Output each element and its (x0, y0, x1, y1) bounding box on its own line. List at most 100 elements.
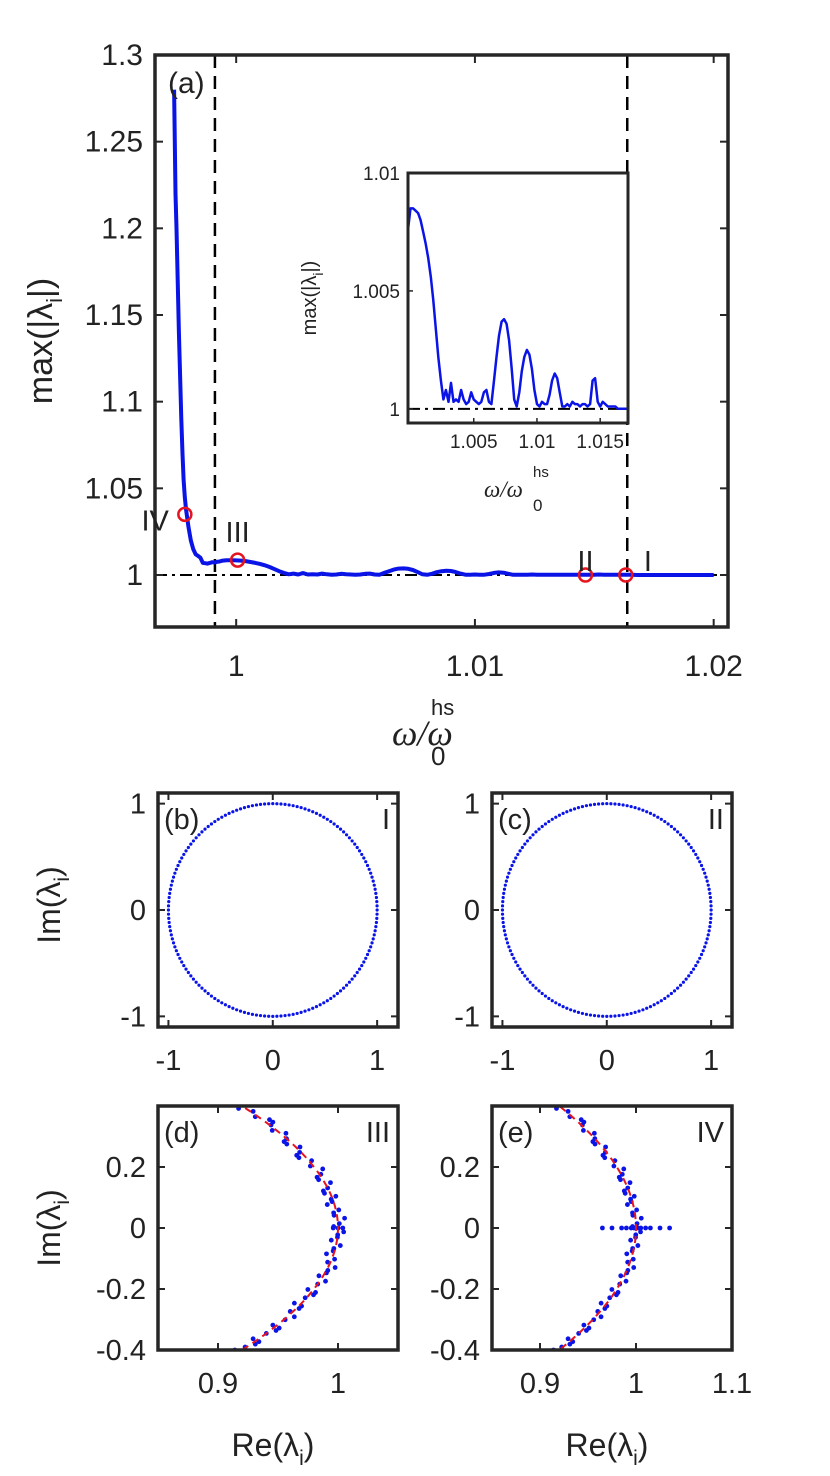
eigenvalue-point (709, 912, 713, 916)
inset-x-tick-label: 1.005 (450, 432, 498, 453)
panel-a-xlabel-sub: 0 (431, 741, 445, 771)
eigenvalue-point (621, 1013, 625, 1017)
eigenvalue-point (169, 883, 173, 887)
eigenvalue-point (325, 1259, 330, 1265)
eigenvalue-point (708, 895, 713, 900)
eigenvalue-point (629, 1011, 633, 1016)
eigenvalue-point (357, 967, 362, 971)
panel-d-case: III (366, 1117, 390, 1149)
marker-IV (177, 506, 193, 523)
eigenvalue-point (362, 856, 366, 860)
eigenvalue-point (631, 1193, 637, 1199)
eigenvalue-point (540, 824, 544, 829)
eigenvalue-point (656, 1001, 660, 1005)
eigenvalue-point (630, 1256, 636, 1262)
eigenvalue-point (572, 807, 577, 811)
eigenvalue-point (625, 804, 629, 808)
eigenvalue-point (336, 1207, 342, 1213)
eigenvalue-point (254, 1013, 259, 1017)
eigenvalue-point (534, 830, 538, 834)
inset-x-tick-label: 1.01 (518, 432, 555, 453)
eigenvalue-point (250, 804, 255, 808)
eigenvalue-point (350, 839, 354, 843)
eigenvalue-point (554, 1001, 558, 1005)
eigenvalue-point (624, 1251, 630, 1257)
eigenvalue-point (174, 867, 178, 871)
marker-label-I: I (644, 546, 652, 578)
eigenvalue-point (638, 1215, 644, 1221)
eigenvalue-point (332, 822, 336, 826)
eigenvalue-point (329, 819, 333, 824)
eigenvalue-point (534, 986, 538, 990)
eigenvalue-point (332, 994, 336, 998)
eigenvalue-point (186, 845, 190, 850)
eigenvalue-point (337, 1243, 343, 1248)
eigenvalue-point (525, 839, 530, 843)
eigenvalue-point (171, 875, 176, 879)
eigenvalue-point (168, 887, 173, 891)
eigenvalue-point (635, 1243, 641, 1248)
eigenvalue-point (507, 871, 511, 875)
eigenvalue-point (324, 1251, 329, 1257)
eigenvalue-point (316, 1177, 322, 1183)
eigenvalue-point (216, 817, 220, 821)
eigenvalue-point (166, 912, 171, 916)
eigenvalue-point (174, 949, 178, 953)
panel-c-plot (500, 802, 713, 1018)
eigenvalue-point (242, 1010, 247, 1014)
eigenvalue-point (627, 1180, 633, 1186)
panel-b-label: (b) (164, 804, 199, 836)
eigenvalue-point (528, 980, 532, 984)
eigenvalue-point (580, 804, 585, 809)
panel-c-label: (c) (498, 804, 532, 836)
x-tick-label: 1 (369, 1045, 385, 1077)
eigenvalue-point (596, 802, 601, 806)
eigenvalue-point (659, 817, 663, 821)
eigenvalue-point (374, 920, 379, 925)
eigenvalue-point-real (600, 1225, 605, 1231)
eigenvalue-point (567, 1341, 573, 1347)
eigenvalue-point (369, 871, 373, 875)
eigenvalue-point (572, 1009, 577, 1013)
eigenvalue-point (584, 804, 589, 808)
eigenvalue-point (641, 1008, 645, 1012)
eigenvalue-point (191, 839, 196, 843)
eigenvalue-point-real (609, 1225, 615, 1231)
eigenvalue-point (550, 999, 554, 1003)
eigenvalue-point (167, 920, 171, 925)
eigenvalue-point (504, 879, 508, 883)
eigenvalue-point (283, 1014, 287, 1018)
eigenvalue-point (500, 908, 505, 912)
eigenvalue-point (168, 891, 172, 895)
eigenvalue-point (565, 1336, 571, 1342)
panel-d-xlabel: Re(λi) (232, 1427, 315, 1470)
inset-y-tick-label: 1 (389, 400, 400, 421)
eigenvalue-point (602, 1306, 608, 1311)
eigenvalue-point (681, 980, 686, 984)
eigenvalue-point (666, 994, 670, 998)
inset-y-tick-label: 1.01 (363, 164, 400, 185)
eigenvalue-point (299, 1010, 303, 1014)
panel-d-ylabel-pre: Im(λ (31, 1205, 67, 1267)
eigenvalue-point (328, 1237, 334, 1243)
y-tick-label: 1.25 (85, 126, 143, 159)
eigenvalue-point (633, 1010, 637, 1014)
eigenvalue-point (631, 1265, 637, 1270)
eigenvalue-point (296, 1155, 302, 1161)
eigenvalue-point (342, 986, 346, 990)
eigenvalue-point (362, 960, 366, 964)
eigenvalue-point (303, 1009, 307, 1013)
eigenvalue-point (242, 806, 247, 810)
x-tick-label: 1 (228, 650, 245, 683)
eigenvalue-point (543, 994, 548, 998)
y-tick-label: 0.2 (440, 1152, 480, 1184)
panel-b-case: I (382, 804, 390, 836)
eigenvalue-point (609, 1287, 615, 1292)
eigenvalue-point (194, 836, 198, 840)
y-tick-label: -0.4 (430, 1335, 480, 1367)
eigenvalue-point (637, 807, 641, 811)
eigenvalue-point (705, 937, 709, 941)
eigenvalue-point (618, 1273, 624, 1279)
eigenvalue-point (283, 802, 287, 806)
